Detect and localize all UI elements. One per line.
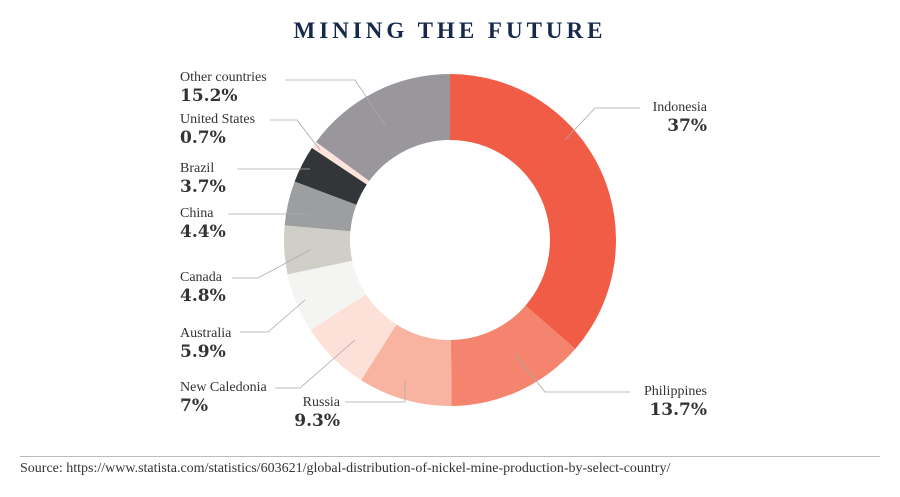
leader-line xyxy=(285,79,386,126)
slice-new-caledonia xyxy=(310,294,397,381)
slice-label-name: Canada xyxy=(180,270,222,285)
leader-line xyxy=(232,249,311,279)
slice-russia xyxy=(361,324,452,406)
leader-line xyxy=(345,380,406,403)
slice-label: Other countries 15.2% xyxy=(180,69,267,106)
slice-label-name: United States xyxy=(180,112,256,127)
leader-line xyxy=(270,119,321,151)
slice-label-value: 0.7% xyxy=(180,128,226,148)
slice-label-name: China xyxy=(180,206,214,221)
slice-label-name: Indonesia xyxy=(652,100,707,115)
slice-label-value: 7% xyxy=(180,396,208,416)
slice-indonesia xyxy=(450,74,616,349)
slice-label-value: 3.7% xyxy=(180,177,226,197)
slice-label: China 4.4% xyxy=(180,205,226,242)
slice-label: Russia 9.3% xyxy=(220,394,340,431)
slice-label: Brazil 3.7% xyxy=(180,160,226,197)
slice-china xyxy=(284,181,357,232)
divider xyxy=(20,456,880,457)
slice-label: Indonesia 37% xyxy=(587,99,707,136)
slice-label-name: New Caledonia xyxy=(180,380,267,395)
slice-united-states xyxy=(311,141,370,185)
leader-line xyxy=(275,339,356,389)
slice-label-name: Other countries xyxy=(180,70,267,85)
slice-label-value: 5.9% xyxy=(180,342,226,362)
slice-label-value: 37% xyxy=(667,116,707,136)
slice-label: New Caledonia 7% xyxy=(180,379,267,416)
slice-australia xyxy=(287,260,366,331)
slice-canada xyxy=(284,225,353,275)
slice-label-value: 13.7% xyxy=(649,400,707,420)
slice-label-value: 4.4% xyxy=(180,222,226,242)
slice-label-name: Philippines xyxy=(643,384,707,399)
source-note: Source: https://www.statista.com/statist… xyxy=(20,461,671,476)
slice-label: Australia 5.9% xyxy=(180,325,231,362)
leader-line xyxy=(240,299,306,333)
slice-brazil xyxy=(294,147,367,205)
slice-label-name: Australia xyxy=(180,326,232,341)
leader-line xyxy=(514,354,630,393)
slice-label: Philippines 13.7% xyxy=(587,383,707,420)
slice-label-name: Brazil xyxy=(180,161,215,176)
slice-label-value: 4.8% xyxy=(180,286,226,306)
slice-label-name: Russia xyxy=(302,395,340,410)
slice-other-countries xyxy=(316,74,450,181)
slice-label: Canada 4.8% xyxy=(180,269,226,306)
leader-line xyxy=(564,107,640,141)
slice-label-value: 15.2% xyxy=(180,86,238,106)
chart-title: MINING THE FUTURE xyxy=(293,18,607,43)
slice-label-value: 9.3% xyxy=(294,411,340,431)
slice-philippines xyxy=(450,305,576,406)
slice-label: United States 0.7% xyxy=(180,111,255,148)
